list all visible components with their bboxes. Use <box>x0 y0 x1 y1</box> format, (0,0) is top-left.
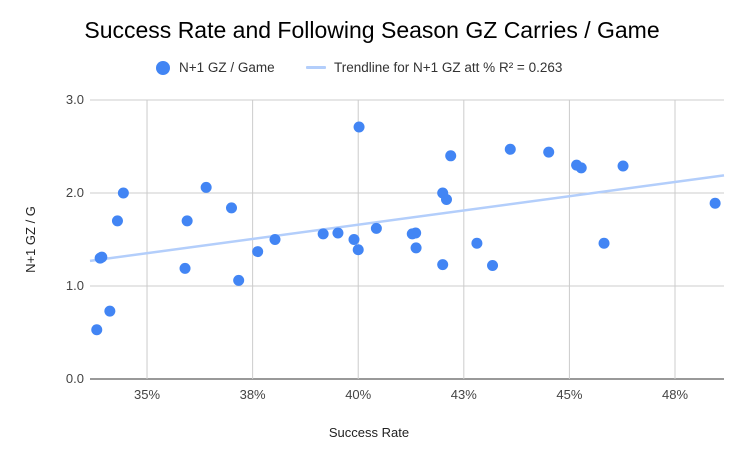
data-point <box>104 305 116 317</box>
data-point <box>181 215 193 227</box>
data-point <box>225 202 237 214</box>
data-point <box>233 274 245 286</box>
data-point <box>269 234 281 245</box>
chart-title: Success Rate and Following Season GZ Car… <box>84 17 660 43</box>
data-point <box>348 234 360 245</box>
data-point <box>445 150 457 162</box>
legend: N+1 GZ / Game Trendline for N+1 GZ att %… <box>0 60 744 80</box>
data-point <box>179 262 191 274</box>
legend-marker-line <box>306 66 326 69</box>
x-axis-title: Success Rate <box>329 425 409 440</box>
data-point <box>353 121 365 133</box>
data-point <box>575 162 587 174</box>
x-tick-label: 40% <box>345 387 371 402</box>
data-point <box>598 237 610 249</box>
y-axis-title: N+1 GZ / G <box>23 206 38 273</box>
x-tick-label: 43% <box>451 387 477 402</box>
data-point <box>91 324 103 336</box>
legend-label-scatter: N+1 GZ / Game <box>179 60 275 75</box>
data-point <box>317 228 329 240</box>
data-point <box>543 146 555 158</box>
x-tick-label: 38% <box>240 387 266 402</box>
data-point <box>117 187 129 199</box>
data-point <box>200 181 212 193</box>
x-tick-label: 45% <box>556 387 582 402</box>
y-tick-label: 1.0 <box>66 278 84 293</box>
data-point <box>487 260 499 272</box>
y-tick-label: 3.0 <box>66 92 84 107</box>
data-point <box>709 197 721 209</box>
legend-label-trendline: Trendline for N+1 GZ att % R² = 0.263 <box>334 60 563 75</box>
data-point <box>370 222 382 234</box>
x-tick-label: 48% <box>662 387 688 402</box>
data-point <box>410 242 422 254</box>
data-point <box>471 237 483 249</box>
data-point <box>332 227 344 239</box>
legend-marker-dot <box>156 60 170 75</box>
y-tick-label: 0.0 <box>66 371 84 386</box>
data-point <box>617 160 629 172</box>
legend-item-trendline[interactable]: Trendline for N+1 GZ att % R² = 0.263 <box>306 60 562 75</box>
data-point <box>440 194 452 206</box>
data-point <box>437 259 449 271</box>
data-point <box>96 251 108 263</box>
trendline <box>89 174 725 263</box>
data-point <box>352 244 364 256</box>
data-point <box>504 143 516 155</box>
y-tick-label: 2.0 <box>66 185 84 200</box>
data-point <box>111 215 123 227</box>
data-point <box>410 227 422 239</box>
x-tick-label: 35% <box>134 387 160 402</box>
legend-item-scatter[interactable]: N+1 GZ / Game <box>156 60 275 75</box>
data-point <box>252 246 264 258</box>
